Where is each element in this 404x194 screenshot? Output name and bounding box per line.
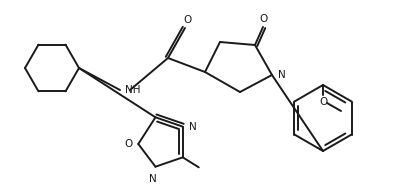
Text: NH: NH: [125, 85, 141, 95]
Text: O: O: [260, 14, 268, 24]
Text: O: O: [319, 97, 327, 107]
Text: N: N: [278, 70, 286, 80]
Text: N: N: [189, 122, 196, 132]
Text: N: N: [149, 174, 156, 184]
Text: O: O: [124, 139, 132, 149]
Text: O: O: [183, 15, 191, 25]
